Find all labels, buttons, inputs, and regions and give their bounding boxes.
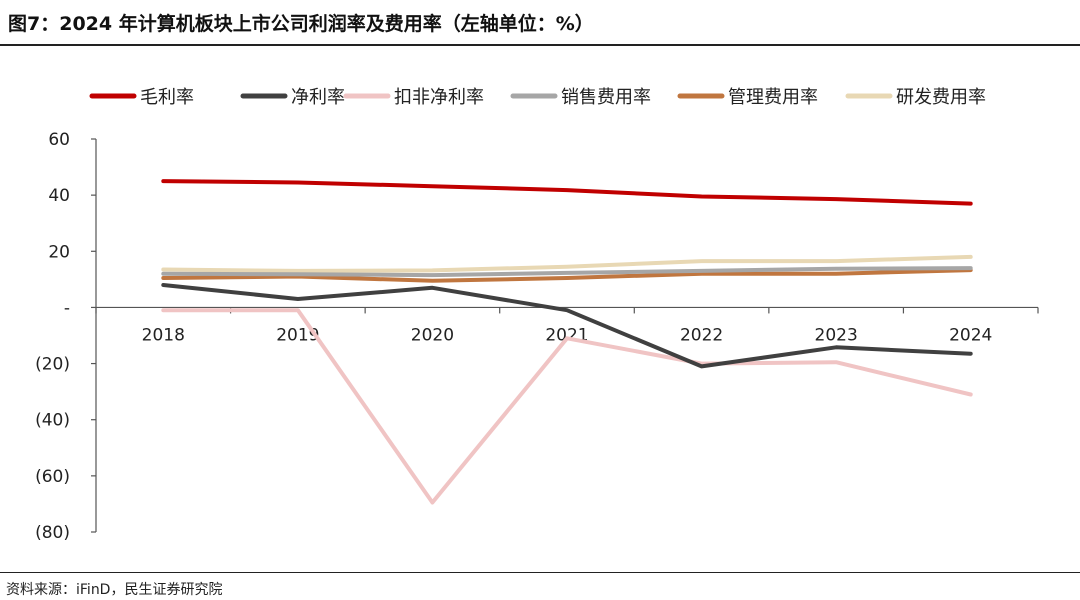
- y-tick-label: (80): [35, 523, 70, 543]
- line-chart: 毛利率 净利率 扣非净利率 销售费用率 管理费用率 研发费用率 60 40 20 - (20) (4…: [35, 87, 1039, 543]
- series-lines: [161, 179, 973, 505]
- series-line-6: [161, 254, 973, 273]
- legend-label: 研发费用率: [896, 87, 986, 108]
- x-tick-label: 2022: [680, 325, 723, 345]
- y-tick-label: 60: [48, 130, 70, 150]
- source-bar: 资料来源：iFinD，民生证券研究院: [0, 572, 1080, 600]
- x-tick-label: 2018: [142, 325, 185, 345]
- series-line-2: [161, 283, 973, 369]
- x-tick-label: 2023: [815, 325, 858, 345]
- y-tick-label: -: [64, 298, 70, 318]
- x-tick-label: 2019: [276, 325, 319, 345]
- y-axis: 60 40 20 - (20) (40) (60) (80): [35, 130, 97, 543]
- y-tick-label: (20): [35, 355, 70, 375]
- legend-label: 管理费用率: [728, 87, 818, 108]
- y-tick-label: 40: [48, 186, 70, 206]
- legend-label: 净利率: [291, 87, 345, 108]
- legend-label: 销售费用率: [561, 87, 651, 108]
- series-line-1: [161, 179, 973, 206]
- x-tick-label: 2024: [949, 325, 992, 345]
- y-tick-label: (40): [35, 411, 70, 431]
- title-bar: 图7：2024 年计算机板块上市公司利润率及费用率（左轴单位：%）: [0, 0, 1080, 46]
- series-line-5: [161, 268, 973, 283]
- y-tick-label: 20: [48, 242, 70, 262]
- legend-label: 扣非净利率: [394, 87, 484, 108]
- source-note: 资料来源：iFinD，民生证券研究院: [6, 582, 223, 598]
- series-line-3: [161, 308, 973, 505]
- series-line-4: [161, 266, 973, 278]
- chart-title: 图7：2024 年计算机板块上市公司利润率及费用率（左轴单位：%）: [8, 13, 594, 35]
- y-tick-label: (60): [35, 467, 70, 487]
- legend: 毛利率 净利率 扣非净利率 销售费用率 管理费用率 研发费用率: [89, 87, 986, 108]
- x-tick-label: 2020: [411, 325, 454, 345]
- legend-label: 毛利率: [140, 87, 194, 108]
